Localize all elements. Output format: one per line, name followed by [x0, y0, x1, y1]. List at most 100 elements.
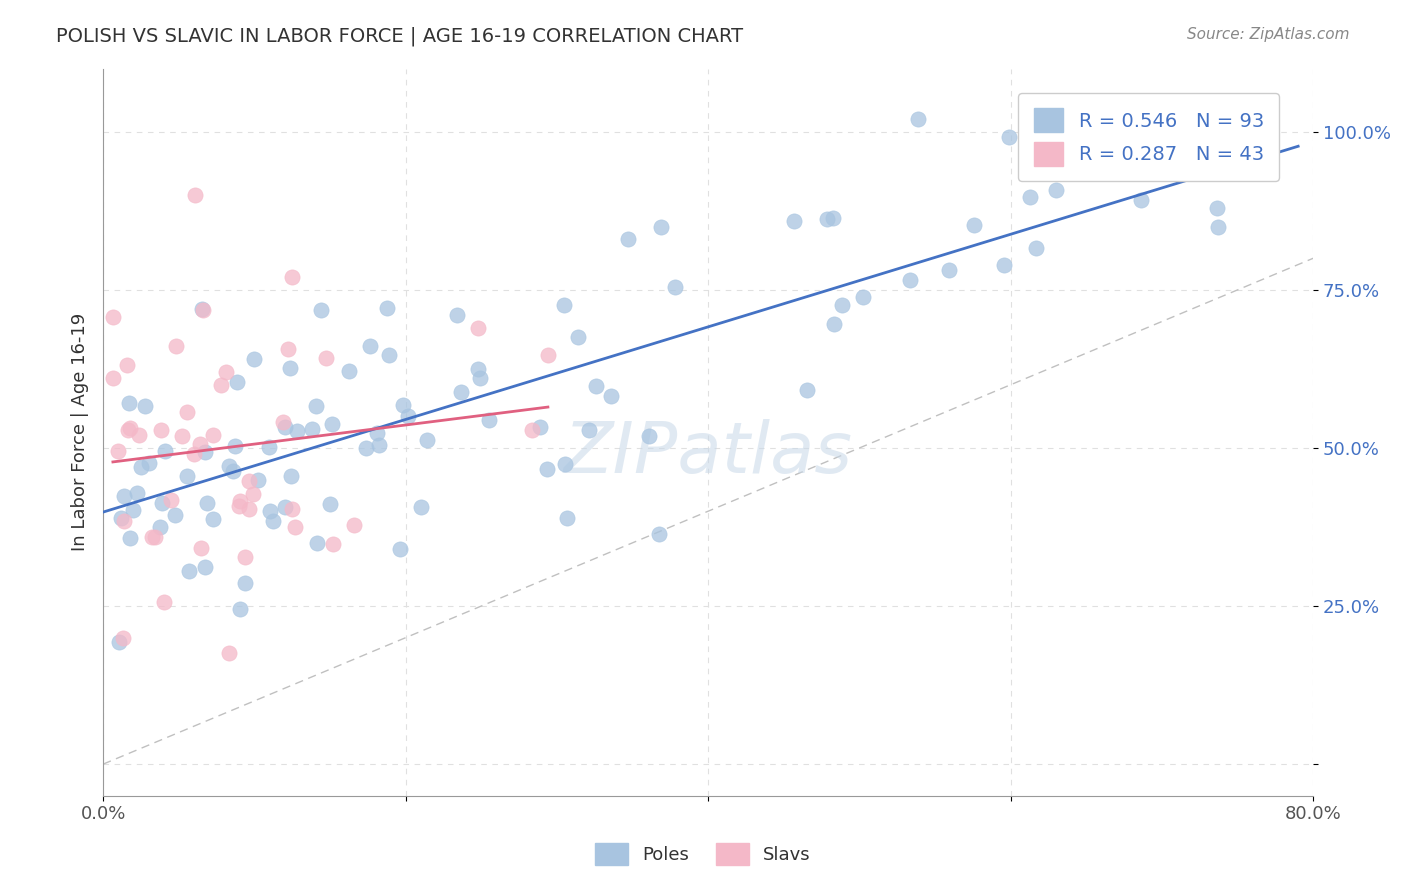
Point: [281, 269, 304, 284]
Point: [1206, 202, 1229, 216]
Point: [284, 520, 307, 534]
Point: [101, 310, 124, 324]
Point: [600, 389, 623, 403]
Point: [359, 339, 381, 353]
Point: [567, 330, 589, 344]
Point: [235, 576, 257, 591]
Point: [339, 364, 361, 378]
Point: [143, 530, 166, 544]
Point: [520, 423, 543, 437]
Point: [112, 489, 135, 503]
Point: [578, 424, 600, 438]
Point: [309, 303, 332, 318]
Point: [998, 129, 1021, 144]
Point: [150, 496, 173, 510]
Point: [153, 594, 176, 608]
Point: [478, 413, 501, 427]
Point: [648, 527, 671, 541]
Point: [190, 541, 212, 555]
Point: [224, 439, 246, 453]
Point: [388, 542, 411, 557]
Point: [366, 425, 388, 440]
Point: [222, 464, 245, 478]
Point: [218, 647, 240, 661]
Point: [218, 459, 240, 474]
Point: [907, 112, 929, 127]
Point: [138, 456, 160, 470]
Point: [228, 499, 250, 513]
Point: [823, 317, 845, 331]
Point: [229, 602, 252, 616]
Point: [650, 219, 672, 234]
Point: [318, 497, 340, 511]
Point: [900, 272, 922, 286]
Point: [555, 510, 578, 524]
Point: [165, 339, 187, 353]
Point: [160, 493, 183, 508]
Point: [259, 441, 281, 455]
Point: [194, 444, 217, 458]
Point: [112, 515, 135, 529]
Point: [125, 486, 148, 500]
Point: [273, 420, 295, 434]
Point: [201, 511, 224, 525]
Point: [467, 321, 489, 335]
Point: [107, 635, 129, 649]
Point: [416, 433, 439, 447]
Point: [278, 361, 301, 376]
Point: [1019, 190, 1042, 204]
Point: [378, 348, 401, 362]
Point: [233, 549, 256, 564]
Point: [852, 289, 875, 303]
Point: [273, 415, 295, 429]
Text: Source: ZipAtlas.com: Source: ZipAtlas.com: [1187, 27, 1350, 42]
Legend: Poles, Slavs: Poles, Slavs: [586, 834, 820, 874]
Point: [796, 383, 818, 397]
Point: [188, 437, 211, 451]
Point: [343, 517, 366, 532]
Point: [243, 351, 266, 366]
Point: [1025, 241, 1047, 255]
Point: [184, 188, 207, 202]
Point: [1206, 220, 1229, 235]
Point: [183, 447, 205, 461]
Point: [963, 219, 986, 233]
Point: [176, 468, 198, 483]
Point: [176, 405, 198, 419]
Point: [938, 263, 960, 277]
Point: [262, 514, 284, 528]
Point: [141, 530, 163, 544]
Point: [368, 438, 391, 452]
Point: [322, 537, 344, 551]
Point: [285, 424, 308, 438]
Point: [409, 500, 432, 514]
Legend: R = 0.546   N = 93, R = 0.287   N = 43: R = 0.546 N = 93, R = 0.287 N = 43: [1018, 93, 1279, 181]
Point: [226, 375, 249, 389]
Point: [277, 343, 299, 357]
Point: [149, 520, 172, 534]
Point: [191, 303, 214, 318]
Point: [617, 232, 640, 246]
Point: [134, 400, 156, 414]
Point: [118, 421, 141, 435]
Point: [446, 308, 468, 322]
Point: [163, 508, 186, 522]
Point: [536, 462, 558, 476]
Text: ZIPatlas: ZIPatlas: [564, 419, 852, 489]
Point: [280, 468, 302, 483]
Point: [638, 429, 661, 443]
Point: [115, 359, 138, 373]
Point: [177, 564, 200, 578]
Point: [191, 302, 214, 317]
Point: [356, 441, 378, 455]
Point: [305, 399, 328, 413]
Point: [783, 213, 806, 227]
Point: [194, 559, 217, 574]
Point: [529, 419, 551, 434]
Point: [229, 494, 252, 508]
Point: [305, 535, 328, 549]
Point: [537, 348, 560, 362]
Point: [585, 378, 607, 392]
Point: [118, 531, 141, 545]
Point: [117, 423, 139, 437]
